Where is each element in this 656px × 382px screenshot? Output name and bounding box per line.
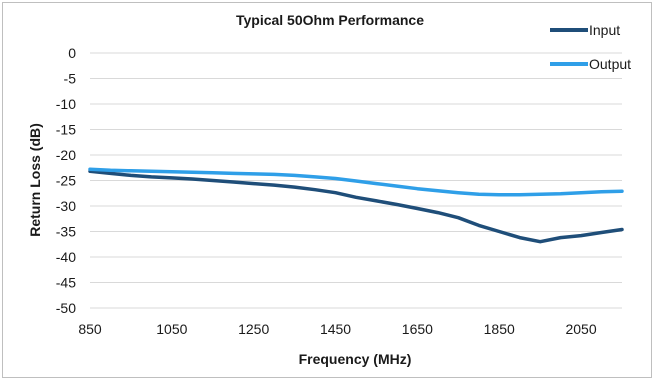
- series-line-output: [88, 167, 624, 197]
- x-axis-title: Frequency (MHz): [299, 351, 412, 367]
- y-tick-label: -35: [56, 224, 76, 240]
- y-tick-label: 0: [68, 45, 76, 61]
- series-lines: [88, 167, 624, 244]
- y-tick-label: -30: [56, 198, 76, 214]
- x-tick-labels: 850 1050 1250 1450 1650 1850 2050: [78, 321, 597, 337]
- x-tick-label: 1050: [156, 321, 187, 337]
- y-tick-label: -10: [56, 96, 76, 112]
- series-line-input: [88, 169, 624, 244]
- y-axis-title: Return Loss (dB): [27, 123, 43, 237]
- x-tick-label: 1450: [320, 321, 351, 337]
- x-tick-label: 1850: [484, 321, 515, 337]
- x-tick-label: 850: [78, 321, 102, 337]
- legend-label-input: Input: [589, 22, 620, 38]
- x-tick-label: 1650: [402, 321, 433, 337]
- y-tick-label: -40: [56, 249, 76, 265]
- y-tick-label: -45: [56, 275, 76, 291]
- grid: [90, 52, 622, 309]
- legend: Input Output: [550, 22, 631, 72]
- y-tick-label: -20: [56, 147, 76, 163]
- x-tick-label: 2050: [565, 321, 596, 337]
- chart-title: Typical 50Ohm Performance: [236, 12, 424, 28]
- y-tick-label: -5: [64, 71, 77, 87]
- y-tick-labels: 0 -5 -10 -15 -20 -25 -30 -35 -40 -45 -50: [56, 45, 76, 316]
- y-tick-label: -50: [56, 300, 76, 316]
- legend-label-output: Output: [589, 56, 631, 72]
- x-tick-label: 1250: [238, 321, 269, 337]
- y-tick-label: -15: [56, 122, 76, 138]
- y-tick-label: -25: [56, 173, 76, 189]
